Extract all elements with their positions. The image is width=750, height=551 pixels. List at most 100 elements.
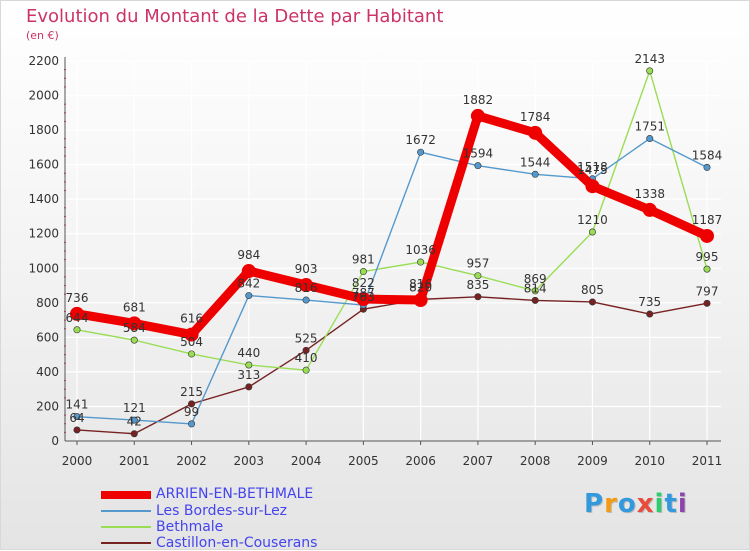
data-label-1: 141 <box>66 398 89 412</box>
data-point-1 <box>302 296 310 304</box>
x-tick-label: 2010 <box>634 454 665 468</box>
logo-letter: t <box>664 489 678 519</box>
data-point-0 <box>470 108 485 123</box>
legend-label-castillon: Castillon-en-Couserans <box>156 535 318 551</box>
data-label-1: 787 <box>352 286 375 300</box>
y-tick-label: 1800 <box>28 123 59 137</box>
data-point-0 <box>127 316 142 331</box>
x-tick-label: 2001 <box>119 454 150 468</box>
data-label-2: 1210 <box>577 213 608 227</box>
data-label-0: 1475 <box>577 163 608 177</box>
data-point-3 <box>531 296 539 304</box>
y-tick-label: 400 <box>36 365 59 379</box>
logo-letter: r <box>604 489 618 519</box>
data-label-3: 797 <box>696 284 719 298</box>
data-label-1: 1518 <box>577 160 608 174</box>
series-line-0 <box>72 111 712 340</box>
x-tick-label: 2003 <box>234 454 265 468</box>
data-label-2: 957 <box>466 257 489 271</box>
data-point-3 <box>588 298 596 306</box>
data-label-2: 504 <box>180 335 203 349</box>
x-tick-label: 2008 <box>520 454 551 468</box>
data-point-3 <box>474 293 482 301</box>
data-point-2 <box>474 272 482 280</box>
legend-swatch-bordes <box>101 510 151 512</box>
data-label-1: 816 <box>295 281 318 295</box>
data-point-1 <box>474 162 482 170</box>
x-tick-label: 2011 <box>692 454 723 468</box>
data-point-2 <box>646 67 654 75</box>
y-tick-label: 1000 <box>28 261 59 275</box>
data-point-2 <box>359 268 367 276</box>
data-point-2 <box>302 366 310 374</box>
data-label-3: 42 <box>127 415 142 429</box>
y-tick-label: 200 <box>36 399 59 413</box>
proxiti-logo: Proxiti <box>584 489 688 519</box>
data-point-1 <box>130 416 138 424</box>
data-label-1: 99 <box>184 405 199 419</box>
series-layer <box>70 67 714 438</box>
grid-layer <box>65 60 721 441</box>
data-label-3: 805 <box>581 283 604 297</box>
data-label-1: 1594 <box>463 147 494 161</box>
data-point-1 <box>531 170 539 178</box>
data-label-0: 1882 <box>463 93 494 107</box>
data-point-3 <box>302 346 310 354</box>
data-point-2 <box>188 350 196 358</box>
y-tick-label: 1400 <box>28 192 59 206</box>
legend-swatch-arrien <box>101 491 151 499</box>
chart-subtitle: (en €) <box>26 29 59 42</box>
data-label-2: 995 <box>696 250 719 264</box>
x-tick-label: 2006 <box>405 454 436 468</box>
series-line-1 <box>76 137 708 425</box>
data-label-0: 1187 <box>692 213 723 227</box>
chart-title: Evolution du Montant de la Dette par Hab… <box>26 6 444 27</box>
data-label-2: 410 <box>295 351 318 365</box>
logo-letter: x <box>636 489 655 519</box>
data-label-1: 121 <box>123 401 146 415</box>
data-point-1 <box>703 163 711 171</box>
y-tick-label: 2200 <box>28 54 59 68</box>
data-label-3: 313 <box>237 368 260 382</box>
x-tick-label: 2009 <box>577 454 608 468</box>
data-point-2 <box>703 265 711 273</box>
data-label-1: 1584 <box>692 148 723 162</box>
data-label-0: 1784 <box>520 110 551 124</box>
data-label-0: 1338 <box>634 187 665 201</box>
data-label-2: 2143 <box>634 52 665 66</box>
data-point-2 <box>130 336 138 344</box>
x-tick-label: 2007 <box>463 454 494 468</box>
logo-letter: i <box>677 489 688 519</box>
data-label-1: 1672 <box>405 133 436 147</box>
data-point-0 <box>70 306 84 321</box>
data-point-0 <box>528 125 543 140</box>
data-point-2 <box>588 228 596 236</box>
data-point-1 <box>245 292 253 300</box>
data-point-0 <box>700 228 714 243</box>
data-label-3: 64 <box>69 411 84 425</box>
x-tick-label: 2005 <box>348 454 379 468</box>
data-point-3 <box>245 383 253 391</box>
data-label-0: 984 <box>237 248 260 262</box>
data-point-0 <box>642 202 657 217</box>
data-label-2: 869 <box>524 272 547 286</box>
data-label-1: 1751 <box>634 120 665 134</box>
data-label-3: 835 <box>466 278 489 292</box>
data-point-1 <box>188 420 196 428</box>
legend-label-arrien: ARRIEN-EN-BETHMALE <box>156 486 314 502</box>
data-label-3: 814 <box>524 281 547 295</box>
series-line-2 <box>76 70 708 371</box>
data-label-1: 1544 <box>520 155 551 169</box>
y-tick-label: 1600 <box>28 158 59 172</box>
data-point-0 <box>184 327 199 342</box>
data-point-0 <box>299 278 314 293</box>
data-point-0 <box>413 293 428 308</box>
data-label-0: 736 <box>66 291 89 305</box>
data-label-0: 681 <box>123 300 146 314</box>
x-tick-label: 2000 <box>62 454 93 468</box>
data-label-0: 822 <box>352 276 375 290</box>
y-tick-label: 1200 <box>28 227 59 241</box>
data-label-3: 215 <box>180 385 203 399</box>
